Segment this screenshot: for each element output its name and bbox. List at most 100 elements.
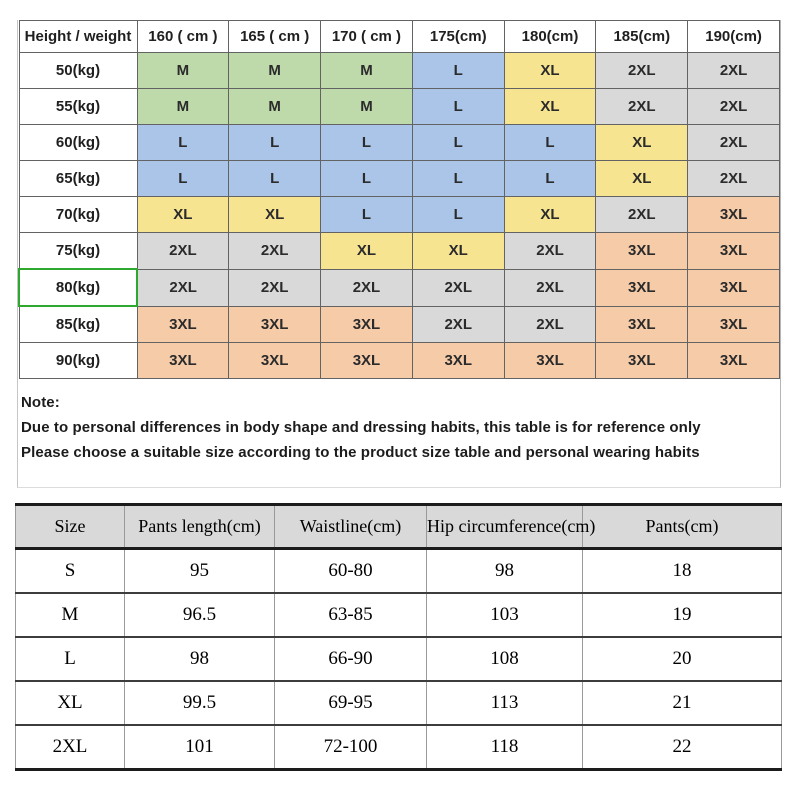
size-cell: XL xyxy=(503,196,597,233)
weight-row-label: 90(kg) xyxy=(18,342,138,379)
size-cell: XL xyxy=(595,160,689,197)
size-chart-row: 50(kg) M M M L XL 2XL 2XL xyxy=(18,52,780,89)
weight-row-label: 60(kg) xyxy=(18,124,138,161)
size-cell: 2XL xyxy=(595,88,689,125)
size-cell: L xyxy=(503,160,597,197)
size-cell: 2XL xyxy=(411,305,505,343)
size-cell: XL xyxy=(228,196,322,233)
weight-row-label: 50(kg) xyxy=(18,52,138,89)
size-cell: L xyxy=(411,160,505,197)
size-cell: 2XL xyxy=(228,232,322,270)
measurement-value: 20 xyxy=(582,637,782,682)
size-chart-row: 85(kg) 3XL 3XL 3XL 2XL 2XL 3XL 3XL xyxy=(18,305,780,343)
size-chart-header-row: Height / weight 160 ( cm ) 165 ( cm ) 170 (… xyxy=(18,20,780,53)
size-cell: L xyxy=(503,124,597,161)
measurement-value: 66-90 xyxy=(274,637,427,682)
measurement-value: 18 xyxy=(582,548,782,594)
size-cell: 3XL xyxy=(595,268,689,307)
size-cell: XL xyxy=(136,196,230,233)
size-cell: M xyxy=(228,52,322,89)
measurement-value: 98 xyxy=(426,548,583,594)
measurement-value: 99.5 xyxy=(124,681,275,726)
size-cell: M xyxy=(136,52,230,89)
size-cell: 3XL xyxy=(595,342,689,379)
size-chart-row: 90(kg) 3XL 3XL 3XL 3XL 3XL 3XL 3XL xyxy=(18,342,780,379)
size-cell: 3XL xyxy=(687,268,780,307)
size-cell: 3XL xyxy=(411,342,505,379)
height-column-header: 180(cm) xyxy=(503,20,597,53)
size-chart-table: Height / weight 160 ( cm ) 165 ( cm ) 170 (… xyxy=(18,20,780,379)
measurement-row: L 98 66-90 108 20 xyxy=(15,637,782,682)
height-column-header: 190(cm) xyxy=(687,20,780,53)
size-cell: 2XL xyxy=(411,268,505,307)
measurement-value: 19 xyxy=(582,593,782,638)
measurement-row: S 95 60-80 98 18 xyxy=(15,548,782,594)
measurement-value: 21 xyxy=(582,681,782,726)
measurement-value: 108 xyxy=(426,637,583,682)
size-cell: 2XL xyxy=(687,52,780,89)
measurement-value: 113 xyxy=(426,681,583,726)
measurement-value: 103 xyxy=(426,593,583,638)
measurement-size-label: S xyxy=(15,548,125,594)
note-line-2: Please choose a suitable size according … xyxy=(21,444,700,461)
weight-row-label: 55(kg) xyxy=(18,88,138,125)
weight-row-label: 75(kg) xyxy=(18,232,138,270)
size-chart-panel: Height / weight 160 ( cm ) 165 ( cm ) 170 (… xyxy=(17,20,781,488)
measurement-value: 118 xyxy=(426,725,583,771)
size-cell: 3XL xyxy=(228,305,322,343)
size-cell: L xyxy=(228,160,322,197)
measurement-column-header: Waistline(cm) xyxy=(274,503,427,550)
weight-row-label: 85(kg) xyxy=(18,305,138,343)
size-cell: 3XL xyxy=(687,342,780,379)
size-cell: 2XL xyxy=(136,268,230,307)
measurement-value: 96.5 xyxy=(124,593,275,638)
measurement-value: 98 xyxy=(124,637,275,682)
size-cell: 2XL xyxy=(687,88,780,125)
measurement-value: 101 xyxy=(124,725,275,771)
size-cell: 2XL xyxy=(320,268,413,307)
measurement-value: 60-80 xyxy=(274,548,427,594)
size-cell: XL xyxy=(503,52,597,89)
size-cell: XL xyxy=(411,232,505,270)
measurement-size-label: 2XL xyxy=(15,725,125,771)
measurement-row: XL 99.5 69-95 113 21 xyxy=(15,681,782,726)
size-cell: 2XL xyxy=(136,232,230,270)
measurement-size-label: M xyxy=(15,593,125,638)
weight-row-label: 65(kg) xyxy=(18,160,138,197)
measurement-value: 22 xyxy=(582,725,782,771)
height-column-header: 170 ( cm ) xyxy=(320,20,413,53)
size-cell: L xyxy=(411,52,505,89)
measurement-column-header: Pants length(cm) xyxy=(124,503,275,550)
size-cell: M xyxy=(320,52,413,89)
height-column-header: 165 ( cm ) xyxy=(228,20,322,53)
measurement-size-label: L xyxy=(15,637,125,682)
note-title: Note: xyxy=(21,394,60,411)
size-chart-row: 70(kg) XL XL L L XL 2XL 3XL xyxy=(18,196,780,233)
size-cell: L xyxy=(228,124,322,161)
size-cell: 3XL xyxy=(228,342,322,379)
height-column-header: 175(cm) xyxy=(411,20,505,53)
size-cell: M xyxy=(136,88,230,125)
size-cell: L xyxy=(320,124,413,161)
size-cell: 2XL xyxy=(503,268,597,307)
size-cell: L xyxy=(320,160,413,197)
size-cell: M xyxy=(228,88,322,125)
weight-row-label: 70(kg) xyxy=(18,196,138,233)
size-cell: XL xyxy=(320,232,413,270)
size-cell: 3XL xyxy=(595,232,689,270)
size-cell: L xyxy=(411,124,505,161)
measurements-header-row: Size Pants length(cm) Waistline(cm) Hip cir… xyxy=(15,503,782,550)
measurement-column-header: Hip circumference(cm) xyxy=(426,503,595,550)
measurement-row: 2XL 101 72-100 118 22 xyxy=(15,725,782,771)
size-cell: 3XL xyxy=(136,342,230,379)
size-cell: 3XL xyxy=(687,196,780,233)
size-cell: 3XL xyxy=(320,342,413,379)
size-cell: 3XL xyxy=(687,232,780,270)
size-cell: 2XL xyxy=(687,160,780,197)
size-cell: 2XL xyxy=(595,52,689,89)
size-cell: 2XL xyxy=(687,124,780,161)
height-column-header: 160 ( cm ) xyxy=(136,20,230,53)
note-line-1: Due to personal differences in body shap… xyxy=(21,419,701,436)
size-cell: 2XL xyxy=(595,196,689,233)
